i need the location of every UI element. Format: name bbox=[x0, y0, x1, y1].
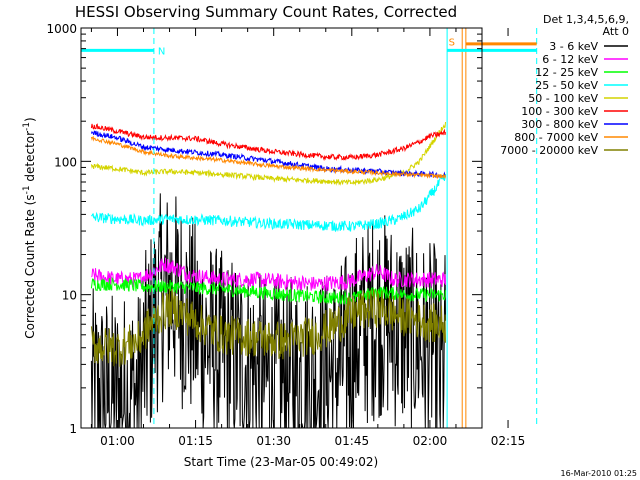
x-tick-label-1: 01:15 bbox=[178, 434, 213, 448]
legend-entry-5: 100 - 300 keV bbox=[521, 105, 598, 118]
generation-timestamp: 16-Mar-2010 01:25 bbox=[561, 469, 638, 478]
x-tick-label-2: 01:30 bbox=[256, 434, 291, 448]
chart-title: HESSI Observing Summary Count Rates, Cor… bbox=[75, 3, 457, 21]
legend-entry-2: 12 - 25 keV bbox=[535, 66, 598, 79]
x-axis-label: Start Time (23-Mar-05 00:49:02) bbox=[184, 455, 378, 469]
mode-bar-label-6: N bbox=[158, 46, 165, 57]
legend-entry-3: 25 - 50 keV bbox=[535, 79, 598, 92]
series-line-8 bbox=[90, 288, 446, 367]
mode-label-9: S bbox=[449, 38, 455, 49]
series-line-1 bbox=[91, 257, 446, 292]
legend-header-line-1: Att 0 bbox=[603, 25, 629, 38]
series-line-3 bbox=[91, 173, 446, 233]
x-tick-label-5: 02:15 bbox=[491, 434, 526, 448]
series-layer bbox=[90, 121, 446, 429]
y-tick-label-1: 10 bbox=[62, 289, 77, 303]
legend-entry-0: 3 - 6 keV bbox=[549, 40, 598, 53]
y-tick-label-2: 100 bbox=[54, 155, 77, 169]
legend-entry-8: 7000 - 20000 keV bbox=[500, 144, 598, 157]
x-tick-label-4: 02:00 bbox=[413, 434, 448, 448]
y-tick-label-0: 1 bbox=[69, 422, 77, 436]
series-line-7 bbox=[90, 135, 446, 180]
y-tick-label-3: 1000 bbox=[46, 22, 77, 36]
series-line-6 bbox=[90, 130, 446, 179]
y-axis-label: Corrected Count Rate (s-1 detector-1) bbox=[22, 117, 37, 338]
plot-frame bbox=[80, 27, 483, 429]
legend-header-line-0: Det 1,3,4,5,6,9, bbox=[543, 13, 629, 26]
legend-entry-4: 50 - 100 keV bbox=[528, 92, 598, 105]
series-line-2 bbox=[90, 276, 446, 305]
x-tick-label-0: 01:00 bbox=[100, 434, 135, 448]
legend-entry-1: 6 - 12 keV bbox=[542, 53, 598, 66]
legend-entry-7: 800 - 7000 keV bbox=[514, 131, 598, 144]
legend-entry-6: 300 - 800 keV bbox=[521, 118, 598, 131]
x-tick-label-3: 01:45 bbox=[335, 434, 370, 448]
series-line-0 bbox=[90, 193, 446, 429]
series-line-5 bbox=[90, 123, 446, 162]
series-line-4 bbox=[90, 121, 446, 187]
axis-layer: 01:00 01:15 01:30 01:45 02:00 02:15 1 10 100 1000 bbox=[46, 22, 525, 448]
